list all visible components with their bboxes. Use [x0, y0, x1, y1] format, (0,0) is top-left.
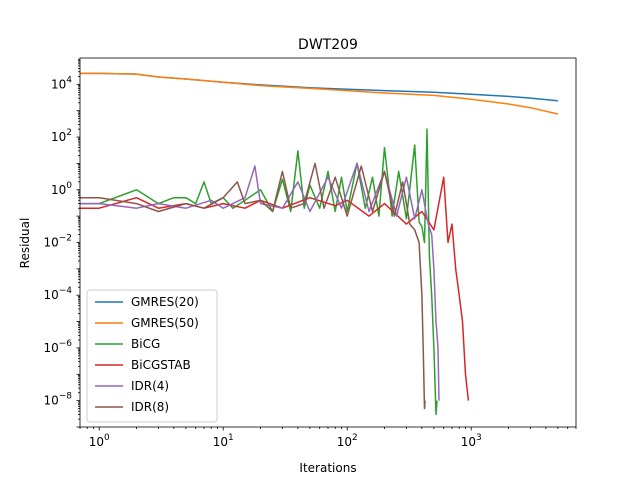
- series-line-1: [80, 72, 559, 115]
- legend-entry-label: BiCGSTAB: [131, 358, 191, 372]
- series-line-5: [80, 162, 426, 410]
- legend-entry-label: IDR(4): [131, 379, 169, 393]
- y-tick-label: 104: [51, 75, 72, 91]
- y-tick-label: 102: [51, 128, 72, 144]
- x-tick-label: 100: [89, 433, 110, 449]
- x-tick-label: 103: [461, 433, 482, 449]
- y-tick-label: 100: [51, 181, 72, 197]
- y-axis: 104 102 100 10−2 10−4 10−6 10−8: [43, 58, 80, 428]
- chart-title: DWT209: [298, 37, 358, 53]
- x-tick-label: 101: [213, 433, 234, 449]
- legend-entry-label: GMRES(20): [131, 295, 199, 309]
- series-layer: [80, 72, 559, 416]
- y-axis-label: Residual: [18, 218, 32, 269]
- y-tick-label: 10−6: [43, 339, 72, 355]
- y-tick-label: 10−2: [43, 234, 72, 250]
- legend: GMRES(20) GMRES(50) BiCG BiCGSTAB IDR(4) IDR(…: [86, 289, 218, 423]
- x-tick-label: 102: [337, 433, 358, 449]
- series-line-4: [80, 162, 440, 401]
- legend-entry-label: BiCG: [131, 337, 160, 351]
- legend-entry-label: GMRES(50): [131, 316, 199, 330]
- legend-entry-label: IDR(8): [131, 400, 169, 414]
- y-tick-label: 10−4: [43, 286, 72, 302]
- x-axis: 100 101 102 103: [79, 427, 577, 449]
- x-axis-label: Iterations: [299, 461, 356, 475]
- y-tick-label: 10−8: [43, 392, 72, 408]
- series-line-2: [80, 128, 438, 416]
